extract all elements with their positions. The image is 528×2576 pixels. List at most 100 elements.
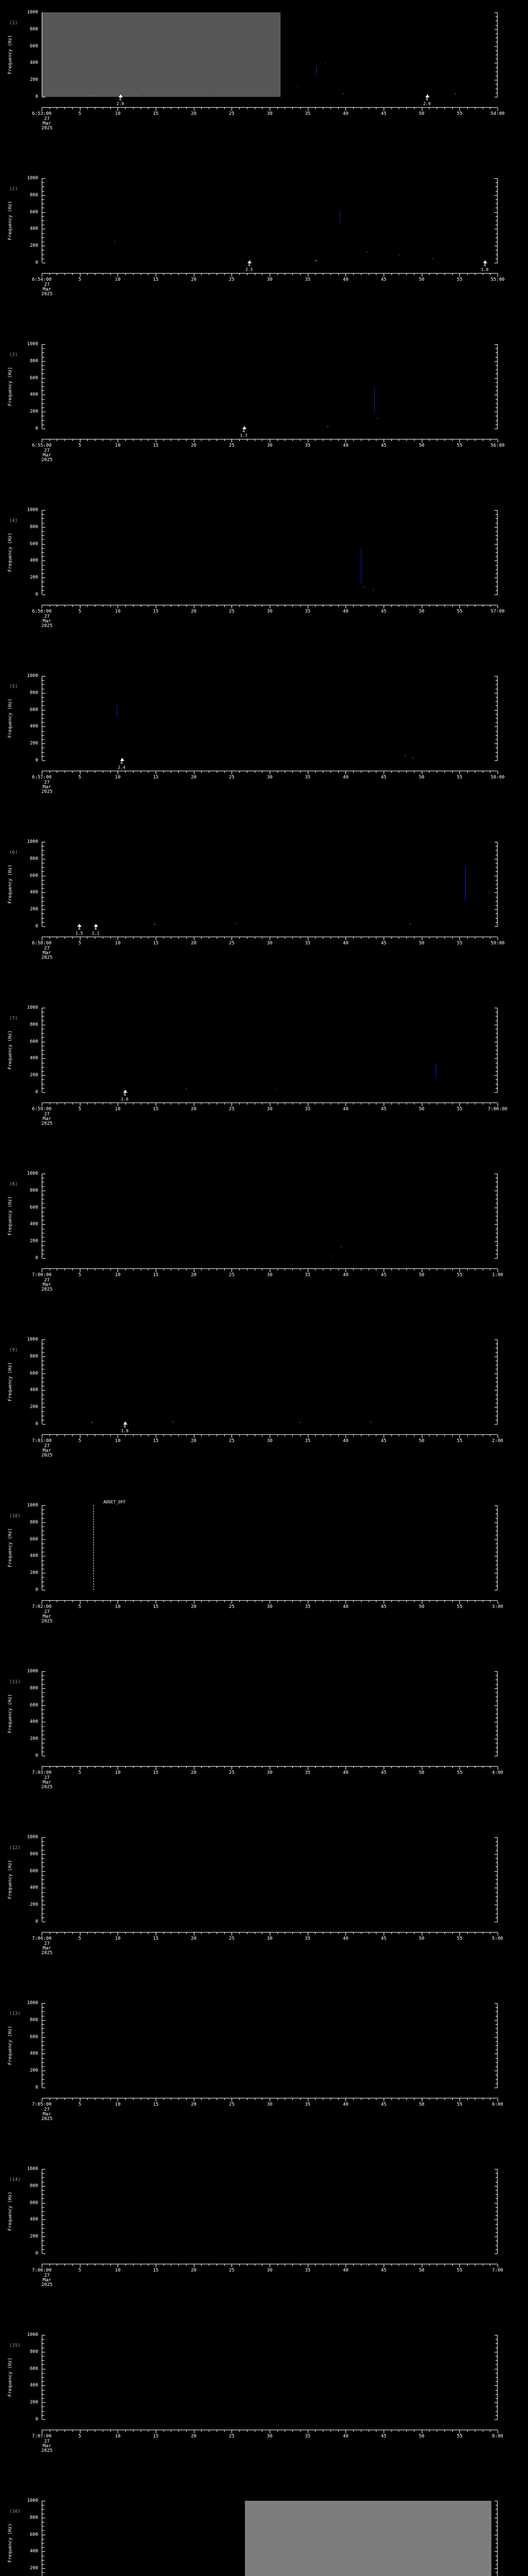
- x-axis-tick-label: 10: [114, 2102, 121, 2107]
- y-axis-tick-label: 600: [29, 2034, 38, 2040]
- spectrogram-plot-area[interactable]: [42, 12, 498, 97]
- date-stamp-line: 27: [44, 1609, 50, 1615]
- spectrogram-plot-area[interactable]: [42, 1340, 498, 1425]
- event-triangle-marker[interactable]: [425, 94, 430, 97]
- x-axis-minor-tick: [444, 1269, 445, 1270]
- event-triangle-marker[interactable]: [120, 758, 124, 761]
- y-axis-major-tick: [42, 1224, 45, 1225]
- spectrogram-plot-area[interactable]: [42, 842, 498, 927]
- spectrogram-plot-area[interactable]: [42, 2003, 498, 2088]
- date-stamp-line: Mar: [42, 1946, 52, 1951]
- event-triangle-marker[interactable]: [248, 260, 252, 263]
- x-axis-minor-tick: [338, 1269, 339, 1270]
- y-axis-minor-tick: [42, 2411, 44, 2412]
- x-axis-minor-tick: [353, 2264, 354, 2266]
- x-axis-minor-tick: [178, 1269, 179, 1270]
- event-marker-label: 4: [248, 263, 251, 267]
- x-axis-minor-tick: [186, 274, 187, 275]
- panel-index-label: (4): [9, 518, 18, 523]
- y-axis-minor-tick: [42, 1054, 44, 1055]
- date-stamp-line: 27: [44, 1941, 50, 1946]
- x-axis-minor-tick: [163, 771, 164, 773]
- event-triangle-marker[interactable]: [119, 94, 123, 97]
- x-axis-minor-tick: [414, 605, 415, 607]
- event-triangle-marker[interactable]: [94, 924, 98, 927]
- x-axis-minor-tick: [292, 2098, 293, 2100]
- x-axis-minor-tick: [452, 937, 453, 939]
- x-axis-minor-tick: [391, 1933, 392, 1934]
- x-axis-tick-label: 35: [305, 609, 311, 614]
- x-axis-minor-tick: [239, 771, 240, 773]
- y-axis-minor-tick: [496, 2177, 498, 2178]
- y-axis-minor-tick: [42, 590, 44, 591]
- panel-index-label: (6): [9, 850, 18, 855]
- y-axis-minor-tick: [496, 1858, 498, 1859]
- spectrogram-plot-area[interactable]: [42, 1008, 498, 1093]
- panel-index-label: (1): [9, 21, 18, 26]
- x-axis-minor-tick: [133, 108, 134, 109]
- y-axis-minor-tick: [496, 752, 498, 753]
- x-axis-minor-tick: [87, 2430, 88, 2432]
- spectrogram-plot-area[interactable]: [42, 1837, 498, 1922]
- x-axis-minor-tick: [133, 1601, 134, 1602]
- y-axis-tick-label: 1000: [27, 839, 38, 844]
- x-axis-minor-tick: [429, 1269, 430, 1270]
- x-axis-minor-tick: [414, 439, 415, 441]
- y-axis-tick-label: 1000: [27, 176, 38, 181]
- x-axis-minor-tick: [353, 605, 354, 607]
- x-axis-tick-label: 15: [153, 2102, 159, 2107]
- spectrogram-plot-area[interactable]: [42, 2169, 498, 2254]
- detection-point: [377, 418, 378, 419]
- y-axis-tick-label: 400: [29, 890, 38, 895]
- event-triangle-marker[interactable]: [483, 260, 488, 263]
- event-triangle-marker[interactable]: [123, 1421, 127, 1425]
- x-axis-tick-label: 7:06:00: [32, 2268, 52, 2273]
- x-axis-minor-tick: [72, 439, 73, 441]
- spectrogram-plot-area[interactable]: [42, 1671, 498, 1756]
- y-axis-major-tick: [42, 2551, 45, 2552]
- y-axis-tick-label: 200: [29, 907, 38, 912]
- spectrogram-plot-area[interactable]: [42, 1505, 498, 1590]
- y-axis-tick-labels: 1000 800 600 400 200 0: [0, 1503, 40, 1592]
- event-triangle-marker[interactable]: [242, 426, 246, 429]
- spectrogram-plot-area[interactable]: [42, 676, 498, 761]
- x-axis-minor-tick: [64, 1933, 65, 1934]
- y-axis-major-tick: [494, 2253, 498, 2254]
- y-axis-minor-tick: [42, 2198, 44, 2199]
- y-axis-major-tick: [494, 1705, 498, 1706]
- x-axis-minor-tick: [133, 937, 134, 939]
- x-axis-minor-tick: [87, 771, 88, 773]
- y-axis-minor-tick: [496, 2198, 498, 2199]
- x-axis-tick-label: 25: [228, 277, 235, 282]
- x-axis-major-tick: [345, 605, 346, 608]
- spectrogram-plot-area[interactable]: [42, 2501, 498, 2576]
- y-axis-major-tick: [494, 2020, 498, 2021]
- y-axis-minor-tick: [42, 1577, 44, 1578]
- y-axis-major-tick: [42, 2003, 45, 2004]
- spectrogram-plot-area[interactable]: [42, 344, 498, 429]
- y-axis-tick-label: 800: [29, 1851, 38, 1857]
- x-axis-minor-tick: [87, 2264, 88, 2266]
- spectrogram-plot-area[interactable]: [42, 1174, 498, 1259]
- date-stamp-line: 27: [44, 946, 50, 951]
- x-axis-major-tick: [345, 2098, 346, 2102]
- x-axis-tick-label: 45: [381, 443, 387, 448]
- spectrogram-plot-area[interactable]: [42, 510, 498, 595]
- x-axis-tick-label: 30: [267, 277, 273, 282]
- y-axis-major-tick: [494, 1837, 498, 1838]
- event-triangle-marker[interactable]: [123, 1090, 127, 1093]
- x-axis-minor-tick: [414, 1767, 415, 1768]
- y-axis-tick-label: 1000: [27, 1835, 38, 1840]
- y-axis-minor-tick: [42, 731, 44, 732]
- x-axis-tick-labels: 7:01:00 5 10 15 20 25 30 35 40 45 50 55 2:00: [0, 1438, 528, 1445]
- spectrogram-plot-area[interactable]: [42, 178, 498, 263]
- x-axis-minor-tick: [72, 2430, 73, 2432]
- y-axis-minor-tick: [496, 2394, 498, 2395]
- event-triangle-marker[interactable]: [77, 924, 82, 927]
- y-axis-minor-tick: [42, 1684, 44, 1685]
- spectrogram-plot-area[interactable]: [42, 2335, 498, 2420]
- date-stamp-line: Mar: [42, 287, 52, 292]
- y-axis-tick-label: 600: [29, 1868, 38, 1874]
- x-axis-ruler: [42, 2098, 498, 2102]
- x-axis-minor-tick: [467, 2430, 468, 2432]
